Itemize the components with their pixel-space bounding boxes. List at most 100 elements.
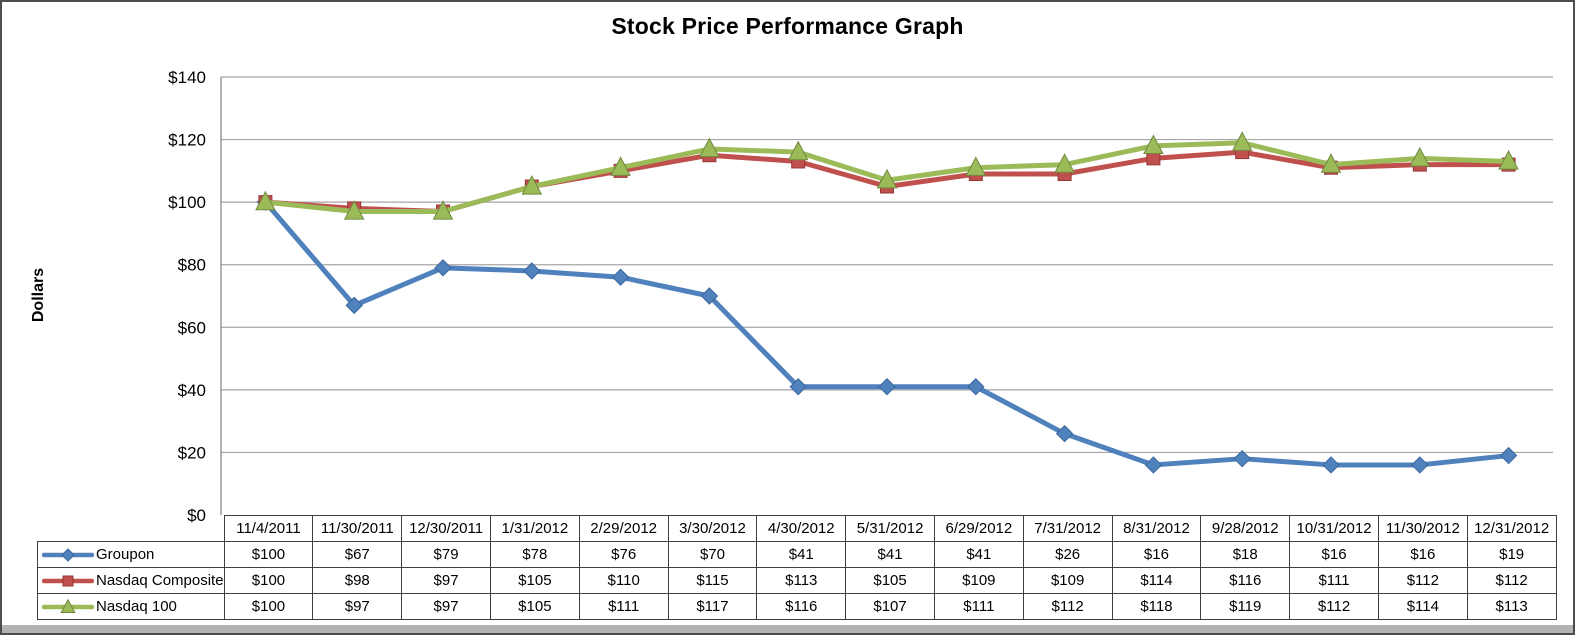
data-point-marker-nasdaq-100 (343, 200, 365, 220)
value-cell-nasdaq-100: $105 (489, 593, 580, 620)
date-header-cell: 9/28/2012 (1200, 515, 1291, 542)
date-header-cell: 5/31/2012 (845, 515, 935, 542)
value-cell-nasdaq-composite: $114 (1111, 567, 1202, 594)
date-header-cell: 4/30/2012 (756, 515, 847, 542)
bottom-shadow (2, 625, 1573, 633)
value-cell-groupon: $18 (1200, 541, 1291, 568)
value-cell-nasdaq-composite: $111 (1289, 567, 1379, 594)
date-header-cell: 6/29/2012 (933, 515, 1024, 542)
value-cell-nasdaq-composite: $112 (1377, 567, 1468, 594)
value-cell-nasdaq-composite: $98 (312, 567, 403, 594)
value-cell-nasdaq-composite: $116 (1200, 567, 1291, 594)
value-cell-groupon: $16 (1111, 541, 1202, 568)
data-point-marker-nasdaq-100 (965, 156, 987, 176)
legend-label: Groupon (96, 546, 155, 563)
chart-title: Stock Price Performance Graph (611, 13, 964, 39)
data-point-marker-nasdaq-100 (699, 137, 720, 158)
value-cell-groupon: $70 (667, 541, 758, 568)
value-cell-nasdaq-composite: $110 (578, 567, 669, 594)
data-point-marker-nasdaq-composite (347, 201, 362, 216)
value-cell-nasdaq-100: $111 (933, 593, 1024, 620)
data-point-marker-groupon (434, 259, 452, 277)
data-point-marker-nasdaq-composite (524, 179, 539, 194)
value-cell-nasdaq-100: $113 (1466, 593, 1557, 620)
value-cell-groupon: $26 (1022, 541, 1113, 568)
data-point-marker-nasdaq-composite (1057, 166, 1072, 181)
value-cell-nasdaq-composite: $105 (845, 567, 935, 594)
data-point-marker-groupon (967, 378, 985, 396)
data-point-marker-nasdaq-100 (876, 168, 898, 189)
date-header-row: 11/4/2011 11/30/2011 12/30/2011 1/31/2012 2/… (38, 515, 1557, 542)
date-header-cell: 8/31/2012 (1111, 515, 1202, 542)
value-cell-groupon: $16 (1377, 541, 1468, 568)
data-point-marker-groupon (256, 193, 275, 211)
legend-diamond-icon (42, 547, 94, 562)
data-point-marker-nasdaq-composite (968, 166, 983, 181)
data-point-marker-groupon (700, 287, 719, 305)
date-header-cell: 7/31/2012 (1022, 515, 1113, 542)
data-point-marker-nasdaq-composite (1412, 157, 1427, 172)
value-cell-groupon: $41 (845, 541, 935, 568)
legend-label: Nasdaq Composite (96, 572, 224, 589)
y-tick-label: $40 (178, 381, 206, 400)
data-point-marker-nasdaq-composite (1324, 160, 1338, 175)
data-point-marker-nasdaq-100 (1409, 146, 1431, 167)
legend-cell-groupon: Groupon (37, 541, 225, 568)
value-cell-nasdaq-100: $119 (1200, 593, 1291, 620)
data-point-marker-nasdaq-composite (880, 179, 894, 194)
legend-square-icon (42, 575, 94, 586)
data-point-marker-groupon (345, 296, 363, 315)
y-tick-label: $60 (178, 318, 206, 337)
data-point-marker-nasdaq-composite (258, 195, 273, 210)
value-cell-nasdaq-composite: $109 (933, 567, 1024, 594)
date-header-cell: 2/29/2012 (578, 515, 669, 542)
series-nasdaq-100 (255, 131, 1519, 220)
y-tick-label: $120 (168, 131, 206, 150)
value-cell-nasdaq-composite: $105 (489, 567, 580, 594)
value-cell-nasdaq-100: $114 (1377, 593, 1468, 620)
value-cell-nasdaq-composite: $115 (667, 567, 758, 594)
value-cell-nasdaq-100: $100 (223, 593, 314, 620)
data-point-marker-groupon (1144, 456, 1163, 474)
date-header-cell: 10/31/2012 (1289, 515, 1379, 542)
value-cell-nasdaq-composite: $97 (401, 567, 491, 594)
date-header-cell: 11/30/2012 (1377, 515, 1468, 542)
value-cell-nasdaq-composite: $113 (756, 567, 847, 594)
y-tick-label: $20 (178, 443, 206, 462)
date-header-cell: 1/31/2012 (489, 515, 580, 542)
data-point-marker-nasdaq-100 (610, 156, 631, 176)
data-point-marker-groupon (1499, 446, 1518, 465)
value-cell-nasdaq-100: $118 (1111, 593, 1202, 620)
data-point-marker-nasdaq-100 (787, 140, 809, 161)
legend-cell-nasdaq-100: Nasdaq 100 (37, 593, 225, 620)
legend-column-spacer (38, 516, 225, 542)
value-cell-groupon: $41 (933, 541, 1024, 568)
value-cell-groupon: $100 (223, 541, 314, 568)
legend-label: Nasdaq 100 (96, 598, 177, 615)
data-point-marker-nasdaq-100 (1054, 153, 1075, 173)
table-row-nasdaq-composite: Nasdaq Composite $100 $98 $97 $105 $110 $115 $1… (37, 567, 1557, 594)
date-header-cell: 11/30/2011 (312, 515, 403, 542)
data-point-marker-groupon (1055, 424, 1074, 443)
data-point-marker-nasdaq-composite (791, 154, 806, 169)
y-tick-label: $80 (178, 256, 206, 275)
data-point-marker-nasdaq-composite (436, 204, 450, 219)
value-cell-groupon: $67 (312, 541, 403, 568)
value-cell-groupon: $79 (401, 541, 491, 568)
series-line-groupon (262, 199, 1512, 468)
data-point-marker-nasdaq-composite (1146, 151, 1161, 166)
data-point-marker-nasdaq-100 (1143, 134, 1164, 154)
data-point-marker-groupon (523, 262, 541, 280)
series-nasdaq-composite (258, 145, 1516, 219)
value-cell-groupon: $16 (1289, 541, 1379, 568)
date-header-cell: 12/31/2012 (1466, 515, 1557, 542)
data-point-marker-nasdaq-composite (613, 163, 628, 178)
data-point-marker-nasdaq-composite (1501, 157, 1516, 172)
data-point-marker-groupon (1322, 456, 1340, 474)
data-point-marker-groupon (611, 268, 630, 286)
y-tick-label: $100 (168, 193, 206, 212)
data-point-marker-nasdaq-composite (702, 148, 717, 163)
legend-entry: Groupon (38, 546, 223, 564)
value-cell-nasdaq-100: $97 (312, 593, 403, 620)
value-cell-groupon: $78 (489, 541, 580, 568)
